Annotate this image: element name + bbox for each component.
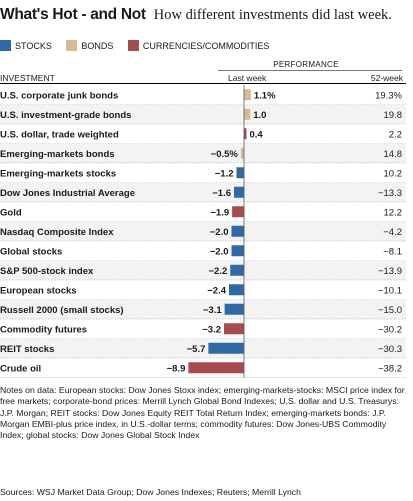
category-label: Gold	[0, 207, 22, 218]
legend-swatch-stocks	[0, 40, 11, 51]
week-52-value: 2.2	[389, 129, 402, 140]
category-label: U.S. investment-grade bonds	[0, 110, 131, 121]
category-label: Commodity futures	[0, 324, 87, 335]
category-label: Nasdaq Composite Index	[0, 227, 114, 238]
row-shade	[0, 182, 406, 202]
bar	[234, 186, 244, 198]
value-label: −1.2	[215, 168, 234, 179]
legend-label-currencies-commodities: CURRENCIES/COMMODITIES	[142, 41, 270, 51]
category-label: European stocks	[0, 285, 77, 296]
week-52-value: −13.3	[378, 188, 402, 199]
week-52-value: −30.2	[378, 324, 402, 335]
bar	[231, 225, 244, 237]
week-52-value: 19.3%	[375, 90, 402, 101]
legend-item-bonds: BONDS	[66, 40, 113, 51]
week-52-value: 10.2	[384, 168, 403, 179]
category-label: Dow Jones Industrial Average	[0, 188, 135, 199]
chart-title-row: What's Hot - and Not How different invest…	[0, 6, 392, 24]
value-label: −3.2	[202, 324, 221, 335]
category-label: REIT stocks	[0, 344, 54, 355]
bar	[224, 323, 244, 335]
legend-label-bonds: BONDS	[81, 41, 114, 51]
sources: Sources: WSJ Market Data Group; Dow Jone…	[0, 487, 301, 497]
bar	[244, 128, 247, 140]
category-label: S&P 500-stock index	[0, 266, 94, 277]
performance-header-rule	[218, 70, 402, 71]
row-shade	[0, 299, 406, 319]
value-label: −5.7	[187, 344, 206, 355]
value-label: −2.4	[207, 285, 226, 296]
bar-chart: U.S. corporate junk bonds 1.1% 19.3% U.S. i…	[0, 85, 406, 378]
last-week-column-header: Last week	[228, 73, 267, 83]
performance-header: PERFORMANCE	[273, 60, 339, 69]
row-shade	[0, 221, 406, 241]
value-label: −0.5%	[211, 149, 239, 160]
category-label: Crude oil	[0, 363, 41, 374]
category-label: Emerging-markets stocks	[0, 168, 116, 179]
investment-column-header: INVESTMENT	[0, 73, 55, 83]
week-52-value: −13.9	[378, 266, 402, 277]
bar	[230, 264, 244, 276]
week-52-value: −8.1	[383, 246, 402, 257]
bar	[224, 303, 244, 315]
legend-swatch-bonds	[66, 40, 78, 51]
value-label: 0.4	[250, 129, 264, 140]
value-label: −1.6	[212, 188, 231, 199]
legend-item-currencies-commodities: CURRENCIES/COMMODITIES	[127, 40, 270, 51]
row-shade	[0, 143, 406, 163]
chart-subtitle: How different investments did last week.	[153, 7, 392, 23]
week-52-value: 19.8	[384, 110, 403, 121]
category-label: Global stocks	[0, 246, 62, 257]
week-52-value: −15.0	[378, 305, 402, 316]
legend-label-stocks: STOCKS	[15, 41, 52, 51]
header-rule	[0, 83, 406, 84]
category-label: Russell 2000 (small stocks)	[0, 305, 124, 316]
bar	[240, 147, 244, 159]
legend-item-stocks: STOCKS	[0, 40, 52, 51]
bar	[208, 342, 244, 354]
week-52-value: 12.2	[384, 207, 403, 218]
category-label: U.S. corporate junk bonds	[0, 90, 118, 101]
52-week-column-header: 52-week	[370, 73, 403, 83]
legend: STOCKS BONDS CURRENCIES/COMMODITIES	[0, 40, 281, 51]
week-52-value: 14.8	[384, 149, 403, 160]
value-label: 1.1%	[254, 90, 276, 101]
bar	[236, 167, 244, 179]
value-label: −2.0	[210, 246, 229, 257]
bar	[231, 245, 244, 257]
bar	[244, 108, 251, 120]
row-shade	[0, 338, 406, 358]
week-52-value: −30.3	[378, 344, 402, 355]
value-label: 1.0	[253, 110, 266, 121]
row-shade	[0, 104, 406, 124]
chart-title: What's Hot - and Not	[0, 6, 146, 23]
week-52-value: −10.1	[378, 285, 402, 296]
notes: Notes on data: European stocks: Dow Jone…	[0, 385, 405, 441]
value-label: −1.9	[210, 207, 229, 218]
week-52-value: −38.2	[378, 363, 402, 374]
bar	[232, 206, 244, 218]
legend-swatch-currencies-commodities	[127, 40, 139, 51]
value-label: −2.2	[208, 266, 227, 277]
value-label: −2.0	[210, 227, 229, 238]
category-label: U.S. dollar, trade weighted	[0, 129, 119, 140]
value-label: −3.1	[203, 305, 222, 316]
bar	[188, 362, 244, 374]
value-label: −8.9	[167, 363, 186, 374]
category-label: Emerging-markets bonds	[0, 149, 115, 160]
row-shade	[0, 260, 406, 280]
week-52-value: −4.2	[383, 227, 402, 238]
bar	[244, 89, 251, 101]
bar	[229, 284, 244, 296]
